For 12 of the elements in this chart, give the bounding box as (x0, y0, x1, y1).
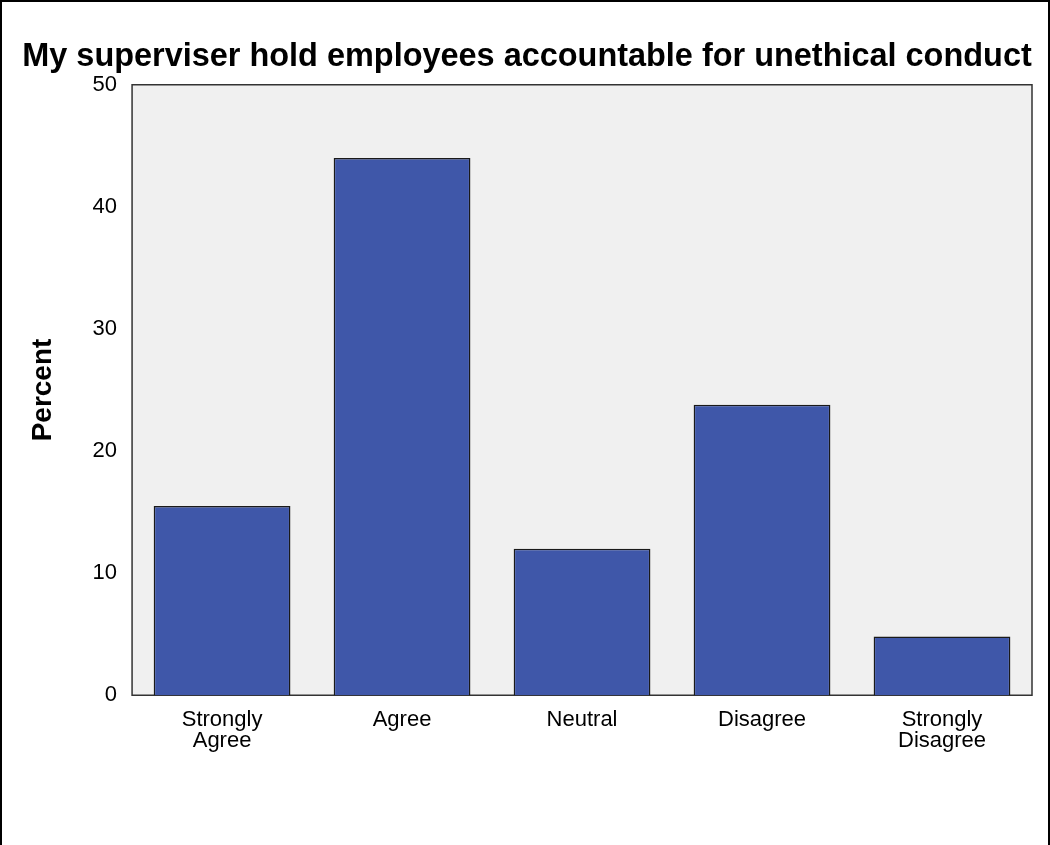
chart-title: My superviser hold employees accountable for unethical conduct (22, 35, 1032, 73)
x-tick-label: Disagree (718, 705, 807, 731)
x-tick-label: Strongly Agree (181, 705, 263, 752)
y-tick-label: 30 (92, 315, 118, 341)
y-tick-label: 0 (104, 681, 118, 707)
x-tick-label: Strongly Disagree (897, 705, 987, 752)
y-axis-title: Percent (25, 338, 57, 442)
x-tick-label: Agree (372, 705, 432, 731)
y-tick-label: 40 (92, 192, 118, 218)
x-tick-label: Neutral (546, 705, 618, 731)
y-tick-label: 10 (92, 559, 118, 585)
y-tick-label: 20 (92, 437, 118, 463)
